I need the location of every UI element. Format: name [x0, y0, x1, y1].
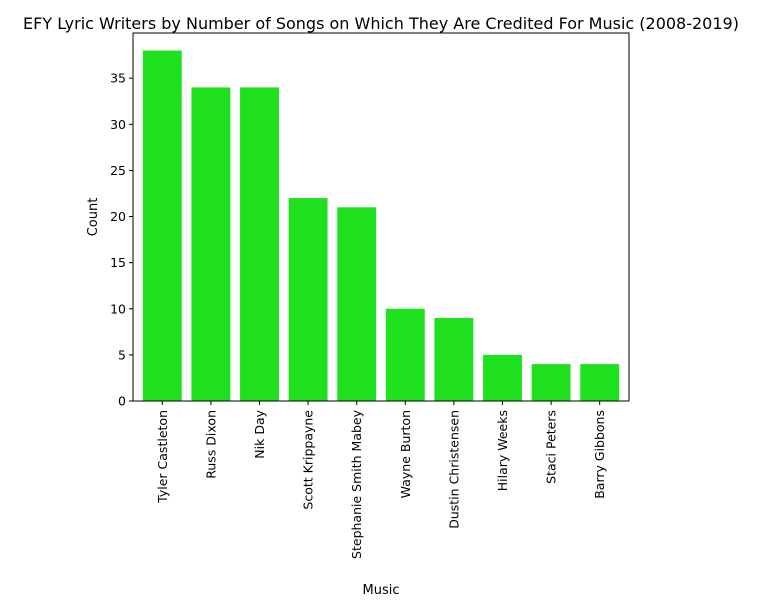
bar: [531, 364, 571, 401]
x-tick-label: Staci Peters: [544, 410, 559, 484]
x-tick-label: Nik Day: [252, 409, 267, 458]
y-tick-label: 30: [110, 117, 126, 132]
chart-title: EFY Lyric Writers by Number of Songs on …: [23, 14, 739, 33]
x-tick-label: Wayne Burton: [398, 410, 413, 498]
y-tick-label: 5: [118, 347, 126, 362]
x-tick-label: Tyler Castleton: [155, 410, 170, 504]
x-tick-label: Barry Gibbons: [592, 410, 607, 499]
y-tick-label: 35: [110, 71, 126, 86]
x-tick-label: Scott Krippayne: [301, 410, 316, 510]
x-axis-label: Music: [363, 583, 400, 598]
bar: [434, 317, 474, 401]
bar: [288, 198, 328, 401]
y-tick-label: 15: [110, 255, 126, 270]
bar: [337, 207, 377, 401]
bar: [191, 87, 231, 401]
plot-frame: [132, 32, 630, 402]
bars-group: [142, 50, 620, 402]
y-tick-label: 20: [110, 209, 126, 224]
y-tick-label: 10: [110, 301, 126, 316]
bar: [385, 308, 425, 401]
x-axis-ticks: Tyler Castleton Russ Dixon Nik Day Scott Kr…: [155, 401, 607, 559]
x-tick-label: Hilary Weeks: [495, 410, 510, 491]
y-axis-label: Count: [86, 198, 101, 237]
y-axis-ticks: 0 5 10 15 20 25 30 35: [110, 71, 133, 409]
bar: [240, 87, 279, 401]
y-tick-label: 25: [110, 163, 126, 178]
bar: [483, 354, 522, 401]
x-tick-label: Stephanie Smith Mabey: [349, 409, 364, 559]
x-tick-label: Russ Dixon: [203, 410, 218, 479]
bar: [142, 50, 182, 402]
y-tick-label: 0: [118, 394, 126, 409]
x-tick-label: Dustin Christensen: [446, 410, 461, 529]
bar: [580, 364, 620, 401]
